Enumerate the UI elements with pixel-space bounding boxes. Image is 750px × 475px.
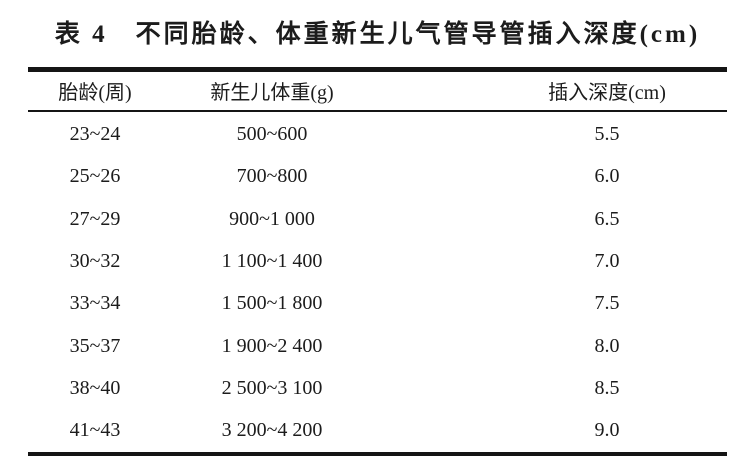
table-row: 35~37 1 900~2 400 8.0 xyxy=(28,325,727,367)
table-cell: 500~600 xyxy=(236,123,308,146)
table-cell: 3 200~4 200 xyxy=(221,419,323,442)
table-row: 30~32 1 100~1 400 7.0 xyxy=(28,240,727,282)
table-cell: 6.5 xyxy=(594,207,620,230)
table-cell: 8.0 xyxy=(594,334,620,357)
top-rule xyxy=(28,67,727,72)
table-cell: 8.5 xyxy=(594,376,620,399)
table-title: 表 4 不同胎龄、体重新生儿气管导管插入深度(cm) xyxy=(54,21,701,48)
table-cell: 35~37 xyxy=(69,334,121,357)
table-cell: 1 500~1 800 xyxy=(221,292,323,315)
table-row: 38~40 2 500~3 100 8.5 xyxy=(28,367,727,409)
table-cell: 6.0 xyxy=(594,165,620,188)
table-4: 表 4 不同胎龄、体重新生儿气管导管插入深度(cm) 胎龄(周) 新生儿体重(g… xyxy=(28,0,727,457)
table-row: 41~43 3 200~4 200 9.0 xyxy=(28,410,727,452)
bottom-rule xyxy=(28,451,727,457)
table-cell: 7.5 xyxy=(594,292,620,315)
table-cell: 9.0 xyxy=(594,419,620,442)
table-cell: 2 500~3 100 xyxy=(221,376,323,399)
table-cell: 30~32 xyxy=(69,250,121,273)
table-cell: 900~1 000 xyxy=(229,207,315,230)
col-header-gestational-age: 胎龄(周) xyxy=(58,82,132,104)
table-row: 23~24 500~600 5.5 xyxy=(28,114,727,156)
table-cell: 27~29 xyxy=(69,207,121,230)
table-cell: 41~43 xyxy=(69,419,121,442)
table-cell: 33~34 xyxy=(69,292,121,315)
header-rule xyxy=(28,109,727,112)
table-row: 33~34 1 500~1 800 7.5 xyxy=(28,283,727,325)
table-row: 25~26 700~800 6.0 xyxy=(28,156,727,198)
table-cell: 1 900~2 400 xyxy=(221,334,323,357)
table-cell: 23~24 xyxy=(69,123,121,146)
table-header-row: 胎龄(周) 新生儿体重(g) 插入深度(cm) xyxy=(28,72,727,110)
table-cell: 1 100~1 400 xyxy=(221,250,323,273)
table-cell: 38~40 xyxy=(69,376,121,399)
col-header-insertion-depth: 插入深度(cm) xyxy=(548,82,666,104)
table-cell: 700~800 xyxy=(236,165,308,188)
col-header-birth-weight: 新生儿体重(g) xyxy=(210,82,334,104)
table-cell: 5.5 xyxy=(594,123,620,146)
table-cell: 25~26 xyxy=(69,165,121,188)
table-cell: 7.0 xyxy=(594,250,620,273)
table-row: 27~29 900~1 000 6.5 xyxy=(28,198,727,240)
table-body: 23~24 500~600 5.5 25~26 700~800 6.0 27~29 900~1… xyxy=(28,112,727,452)
